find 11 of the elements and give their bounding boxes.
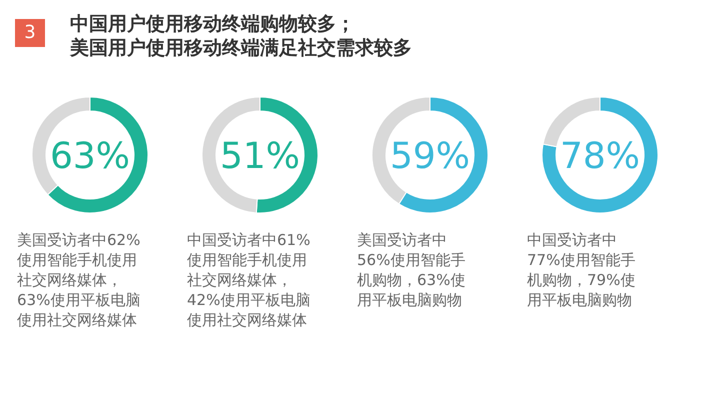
donut-slice <box>542 96 658 214</box>
text: 中国受访者中61%使用智能手机使用社交网络媒体，42%使用平板电脑使用社交网络媒体 <box>187 231 310 329</box>
text: 美国受访者中62%使用智能手机使用社交网络媒体，63%使用平板电脑使用社交网络媒体 <box>17 231 140 329</box>
text: 中国用户使用移动终端购物较多；美国用户使用移动终端满足社交需求较多 <box>69 13 412 59</box>
text: 3 <box>24 22 36 43</box>
text: 中国受访者中77%使用智能手机购物，79%使用平板电脑购物 <box>527 231 636 309</box>
data-label: 59% <box>390 136 470 177</box>
data-label: 63% <box>50 136 130 177</box>
data-label: 51% <box>220 136 300 177</box>
text: 美国受访者中56%使用智能手机购物，63%使用平板电脑购物 <box>357 231 466 309</box>
data-label: 78% <box>560 136 640 177</box>
